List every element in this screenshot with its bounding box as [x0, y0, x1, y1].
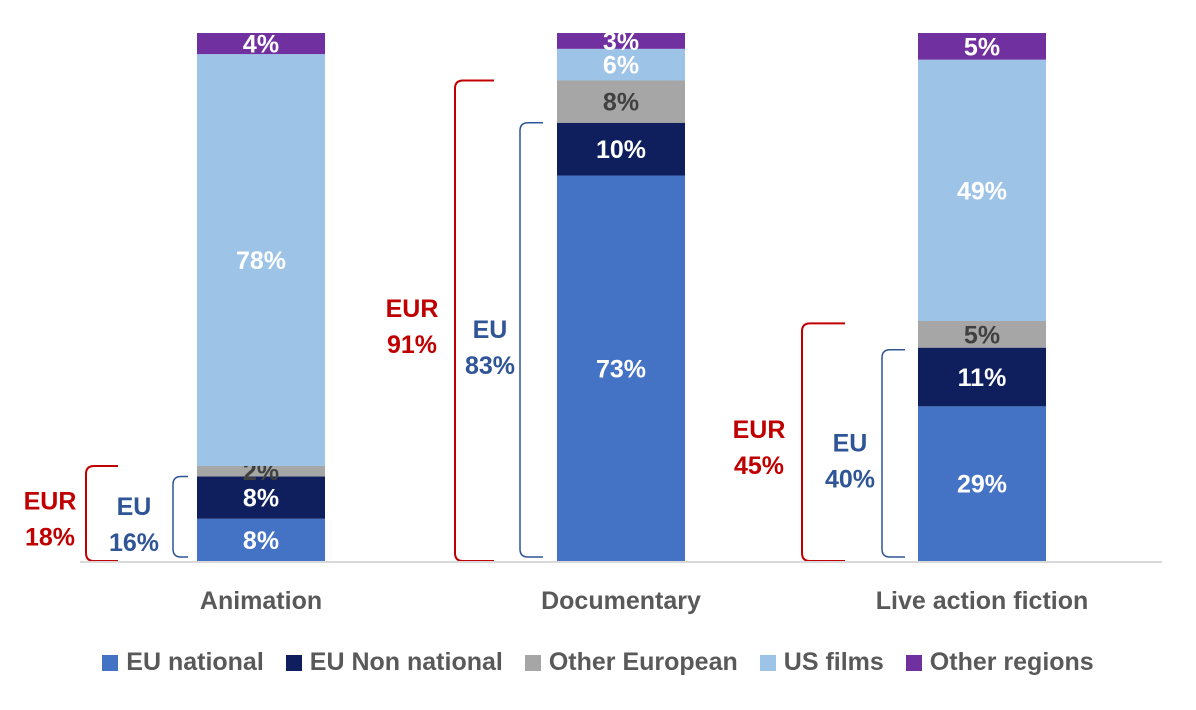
eur-value: 45%	[734, 452, 784, 480]
bar-segment-other-european	[557, 80, 685, 123]
eur-label: EUR	[733, 416, 786, 444]
bar-segment-us-films	[557, 48, 685, 81]
eur-value: 91%	[387, 331, 437, 359]
data-label: 29%	[957, 471, 1007, 499]
bracket	[881, 349, 905, 558]
data-label: 5%	[964, 33, 1000, 61]
bar-segment-other-regions	[197, 33, 325, 55]
bracket	[801, 322, 845, 562]
data-label: 8%	[243, 485, 279, 513]
bracket	[172, 475, 188, 558]
eu-value: 40%	[825, 465, 875, 493]
legend-item: Other regions	[905, 648, 1094, 677]
eu-value: 83%	[465, 352, 515, 380]
data-label: 6%	[603, 52, 639, 80]
data-label: 4%	[243, 31, 279, 59]
bar-segment-eu-national	[557, 175, 685, 561]
eu-value: 16%	[109, 529, 159, 557]
eur-label: EUR	[386, 295, 439, 323]
eu-label: EU	[473, 316, 508, 344]
braces-layer: EUR 18% EU 16% EUR 91% EU 83% EUR 45% EU 40%	[24, 79, 905, 562]
category-labels: Animation Documentary Live action fiction	[200, 587, 1088, 615]
stacked-bar-chart: 8%8%2%78%4%73%10%8%6%3%29%11%5%49%5% EUR…	[23, 28, 1162, 615]
legend-item: US films	[759, 648, 884, 677]
data-label: 11%	[958, 364, 1007, 392]
bar-segment-other-regions	[557, 33, 685, 49]
category-label: Live action fiction	[876, 587, 1089, 615]
legend-swatch	[905, 654, 922, 671]
category-label: Animation	[200, 587, 322, 615]
legend-swatch	[759, 654, 776, 671]
data-label: 10%	[596, 136, 646, 164]
bar-segment-eu-non-national	[918, 347, 1046, 407]
bar-segment-other-regions	[918, 33, 1046, 60]
bar-segment-other-european	[918, 321, 1046, 348]
bar-segment-us-films	[918, 59, 1046, 322]
eu-label: EU	[833, 429, 868, 457]
data-label: 5%	[964, 321, 1000, 349]
legend-swatch	[102, 654, 119, 671]
legend-label: EU national	[126, 648, 264, 676]
bar-segment-eu-national	[197, 518, 325, 561]
category-label: Documentary	[541, 587, 701, 615]
legend-label: US films	[783, 648, 884, 676]
data-label: 3%	[603, 28, 639, 56]
eur-label: EUR	[24, 487, 77, 515]
bracket	[519, 122, 543, 558]
data-label: 73%	[596, 355, 646, 383]
bar-segment-us-films	[197, 54, 325, 466]
bar-segment-eu-national	[918, 406, 1046, 561]
data-label: 8%	[603, 89, 639, 117]
legend-swatch	[285, 654, 302, 671]
eu-label: EU	[117, 493, 152, 521]
legend-item: EU Non national	[285, 648, 503, 677]
legend-item: EU national	[102, 648, 264, 677]
bar-segment-eu-non-national	[197, 476, 325, 519]
data-label: 8%	[243, 527, 279, 555]
legend-item: Other European	[524, 648, 738, 677]
bar-segment-eu-non-national	[557, 122, 685, 176]
data-label: 49%	[957, 177, 1007, 205]
legend: EU national EU Non national Other European…	[0, 648, 1196, 677]
bracket	[454, 79, 494, 562]
legend-label: Other regions	[929, 648, 1094, 676]
legend-label: Other European	[548, 648, 738, 676]
eur-value: 18%	[25, 523, 75, 551]
legend-label: EU Non national	[309, 648, 503, 676]
bracket	[85, 464, 118, 562]
legend-swatch	[524, 654, 541, 671]
bars-layer: 8%8%2%78%4%73%10%8%6%3%29%11%5%49%5%	[197, 28, 1046, 561]
data-label: 78%	[236, 247, 286, 275]
bar-segment-other-european	[197, 465, 325, 477]
